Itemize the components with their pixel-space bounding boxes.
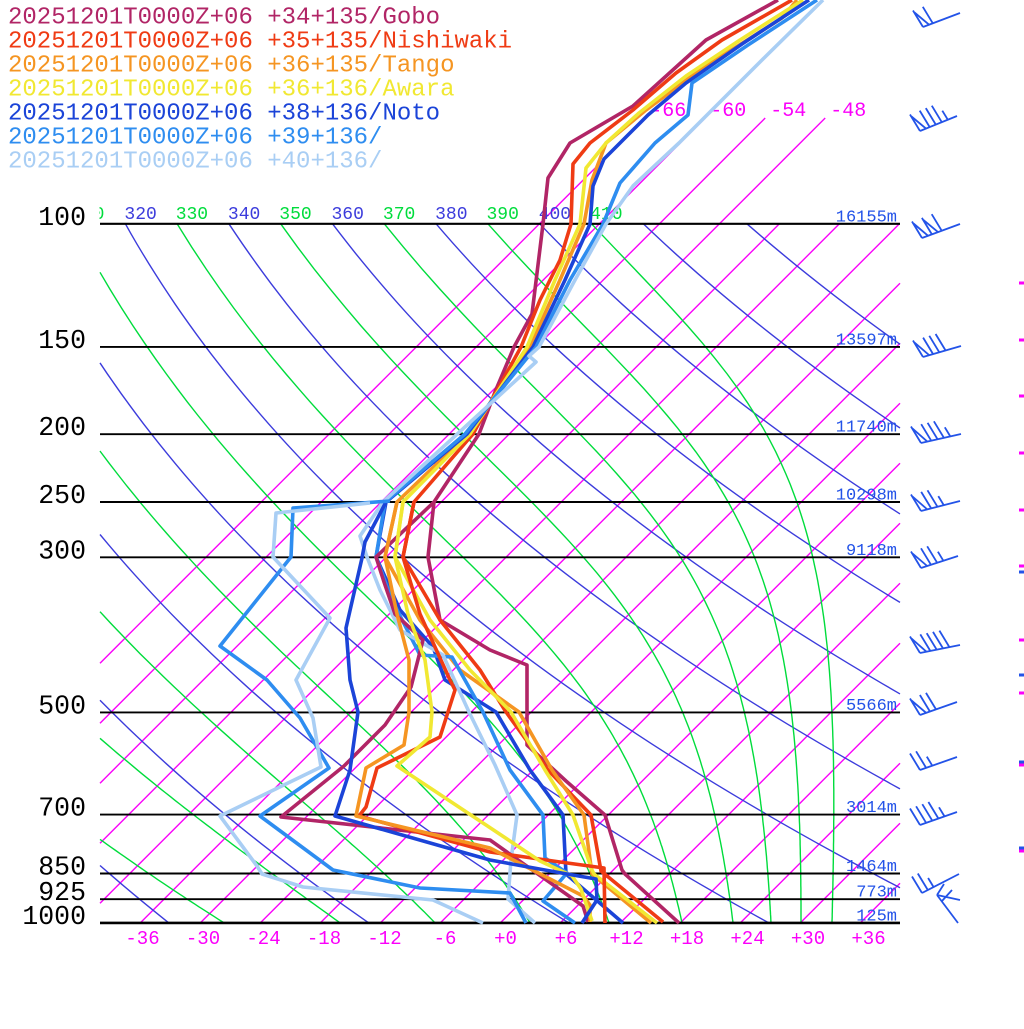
- svg-text:500: 500: [38, 691, 86, 721]
- svg-text:20251201T0000Z+06 +34+135/Gobo: 20251201T0000Z+06 +34+135/Gobo: [8, 5, 440, 32]
- svg-text:+30: +30: [791, 928, 825, 950]
- svg-text:20251201T0000Z+06 +36+136/Awar: 20251201T0000Z+06 +36+136/Awara: [8, 77, 454, 104]
- svg-text:370: 370: [383, 205, 415, 225]
- svg-text:320: 320: [124, 205, 156, 225]
- svg-text:9118m: 9118m: [846, 542, 897, 561]
- svg-text:-12: -12: [367, 928, 401, 950]
- svg-text:330: 330: [176, 205, 208, 225]
- svg-text:-18: -18: [307, 928, 341, 950]
- svg-text:-24: -24: [246, 928, 280, 950]
- svg-text:11740m: 11740m: [836, 419, 897, 438]
- svg-text:1000: 1000: [22, 902, 86, 932]
- svg-text:5566m: 5566m: [846, 697, 897, 716]
- svg-text:20251201T0000Z+06 +40+136/: 20251201T0000Z+06 +40+136/: [8, 149, 382, 176]
- svg-text:13597m: 13597m: [836, 331, 897, 350]
- svg-text:773m: 773m: [856, 884, 897, 903]
- svg-text:360: 360: [332, 205, 364, 225]
- svg-text:+24: +24: [730, 928, 764, 950]
- svg-text:20251201T0000Z+06 +36+135/Tang: 20251201T0000Z+06 +36+135/Tango: [8, 53, 454, 80]
- svg-text:+6: +6: [555, 928, 578, 950]
- svg-text:200: 200: [38, 413, 86, 443]
- svg-text:150: 150: [38, 326, 86, 356]
- svg-text:20251201T0000Z+06 +38+136/Noto: 20251201T0000Z+06 +38+136/Noto: [8, 101, 440, 128]
- svg-text:3014m: 3014m: [846, 799, 897, 818]
- svg-text:+18: +18: [670, 928, 704, 950]
- svg-text:340: 340: [228, 205, 260, 225]
- svg-text:-36: -36: [125, 928, 159, 950]
- svg-text:250: 250: [38, 481, 86, 511]
- svg-text:-60: -60: [710, 100, 746, 123]
- svg-text:925: 925: [38, 878, 86, 908]
- svg-text:390: 390: [486, 205, 518, 225]
- svg-text:850: 850: [38, 853, 86, 883]
- svg-text:310: 310: [72, 205, 104, 225]
- svg-text:+0: +0: [494, 928, 517, 950]
- svg-text:-54: -54: [770, 100, 806, 123]
- svg-text:20251201T0000Z+06 +35+135/Nish: 20251201T0000Z+06 +35+135/Nishiwaki: [8, 29, 512, 56]
- svg-text:300: 300: [38, 536, 86, 566]
- svg-text:400: 400: [539, 205, 571, 225]
- svg-text:380: 380: [435, 205, 467, 225]
- svg-text:+12: +12: [609, 928, 643, 950]
- svg-text:-30: -30: [186, 928, 220, 950]
- svg-text:20251201T0000Z+06 +39+136/: 20251201T0000Z+06 +39+136/: [8, 125, 382, 152]
- svg-text:10298m: 10298m: [836, 487, 897, 506]
- svg-text:-48: -48: [830, 100, 866, 123]
- svg-text:700: 700: [38, 794, 86, 824]
- svg-text:350: 350: [279, 205, 311, 225]
- svg-text:+36: +36: [851, 928, 885, 950]
- svg-text:125m: 125m: [856, 907, 897, 926]
- svg-text:16155m: 16155m: [836, 208, 897, 227]
- svg-text:1464m: 1464m: [846, 858, 897, 877]
- svg-text:-6: -6: [434, 928, 457, 950]
- svg-text:100: 100: [38, 203, 86, 233]
